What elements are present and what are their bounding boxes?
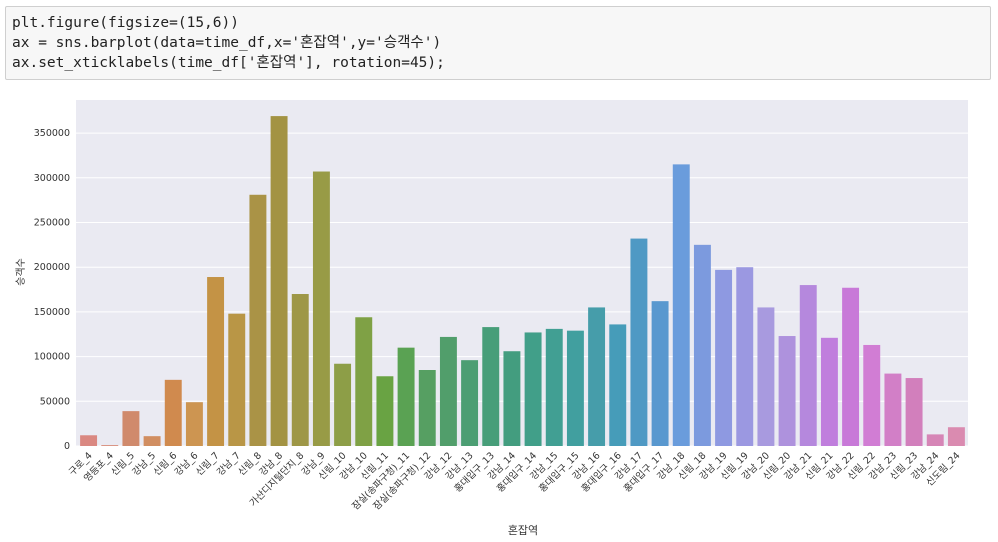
bar	[249, 194, 267, 446]
bar	[164, 379, 182, 446]
bar	[715, 269, 733, 446]
bar	[609, 324, 627, 446]
bar	[757, 307, 775, 446]
y-tick-label: 50000	[40, 396, 70, 407]
y-tick-label: 200000	[34, 262, 70, 273]
plot-area	[76, 100, 968, 446]
y-tick-label: 0	[64, 441, 70, 452]
y-tick-label: 250000	[34, 217, 70, 228]
bar	[482, 327, 500, 446]
bar	[291, 294, 309, 446]
bar	[820, 337, 838, 446]
bar	[503, 351, 521, 446]
bar	[736, 267, 754, 446]
x-axis-label: 혼잡역	[508, 524, 538, 537]
y-tick-label: 300000	[34, 173, 70, 184]
bar	[778, 336, 796, 446]
bar	[461, 360, 479, 446]
bar	[228, 313, 246, 446]
bar	[355, 317, 373, 446]
bar	[630, 238, 648, 446]
bar	[207, 277, 225, 446]
bar	[588, 307, 606, 446]
bar	[651, 301, 669, 446]
bar	[270, 116, 288, 447]
bar	[312, 171, 330, 447]
bar	[905, 378, 923, 446]
bar	[397, 347, 415, 446]
bar	[418, 370, 436, 446]
bar	[799, 285, 817, 446]
bar	[947, 427, 965, 446]
bar	[884, 373, 902, 446]
bar	[143, 436, 161, 446]
code-line: ax = sns.barplot(data=time_df,x='혼잡역',y=…	[12, 35, 442, 51]
y-tick-label: 150000	[34, 307, 70, 318]
bar	[566, 330, 584, 446]
bar	[185, 402, 203, 446]
y-tick-label: 100000	[34, 352, 70, 363]
code-cell[interactable]: plt.figure(figsize=(15,6)) ax = sns.barp…	[5, 6, 991, 80]
bar	[672, 164, 690, 447]
bar	[122, 411, 140, 446]
y-tick-label: 350000	[34, 128, 70, 139]
y-axis-label: 승객수	[15, 258, 27, 286]
bar	[80, 435, 98, 446]
code-line: ax.set_xticklabels(time_df['혼잡역'], rotat…	[12, 55, 445, 71]
bar	[376, 376, 394, 446]
bar	[101, 445, 119, 446]
bar	[863, 344, 881, 446]
bar	[334, 363, 352, 446]
bar	[524, 332, 542, 446]
bar	[693, 244, 711, 446]
bar	[926, 434, 944, 446]
bar	[545, 328, 563, 446]
bar	[842, 287, 860, 446]
bar	[439, 336, 457, 446]
code-line: plt.figure(figsize=(15,6))	[12, 15, 239, 31]
